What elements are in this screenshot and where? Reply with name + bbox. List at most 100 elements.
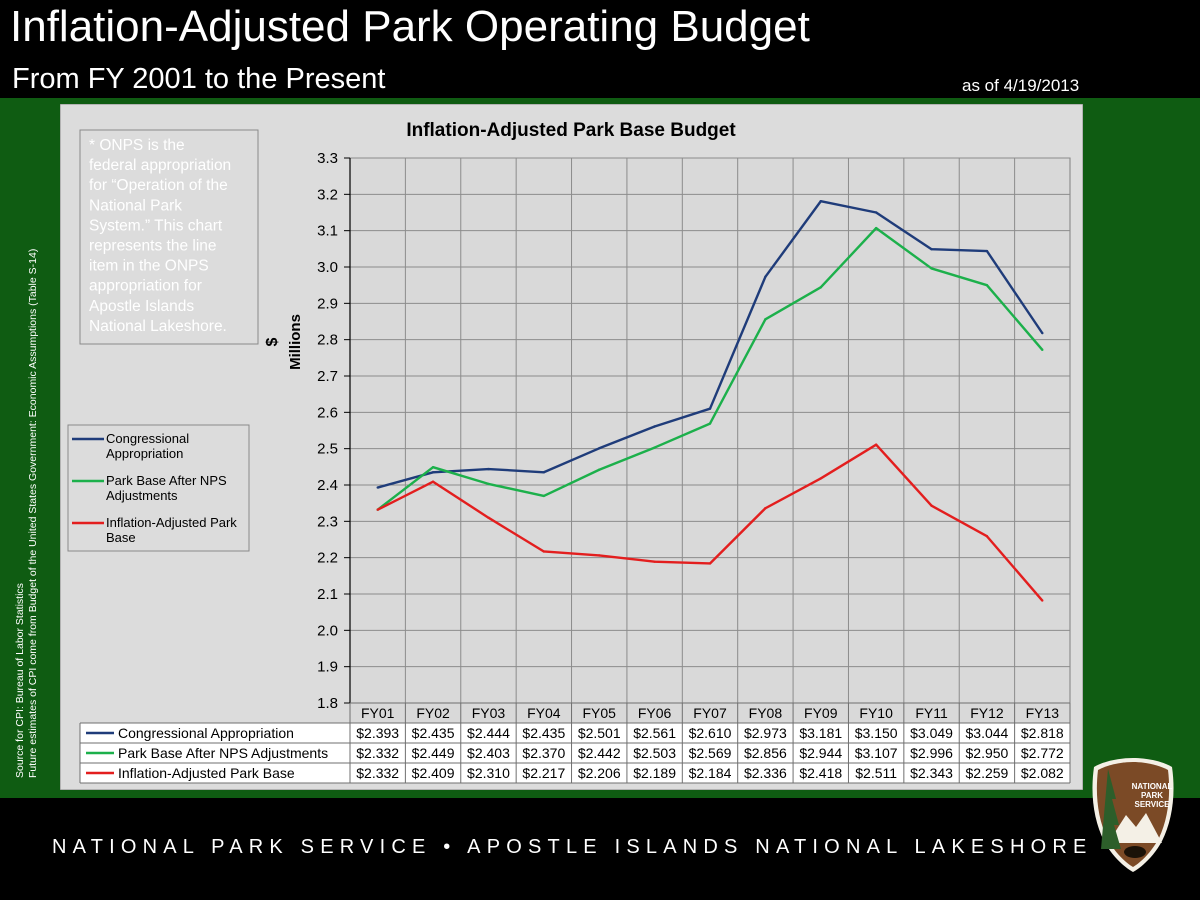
- data-point: [930, 267, 933, 270]
- data-point: [874, 211, 878, 214]
- table-cell: $2.996: [910, 745, 953, 761]
- table-cell: $2.950: [966, 745, 1009, 761]
- y-tick-label: 2.7: [317, 368, 338, 385]
- data-point: [819, 477, 822, 480]
- table-cell: $3.049: [910, 725, 953, 741]
- y-tick-label: 3.1: [317, 223, 338, 240]
- tree-icon: [1101, 769, 1121, 849]
- x-tick-label: FY06: [638, 705, 672, 721]
- legend-label: Base: [106, 530, 136, 545]
- table-cell: $2.310: [467, 765, 510, 781]
- data-point: [874, 226, 878, 230]
- table-cell: $2.772: [1021, 745, 1064, 761]
- chart-title: Inflation-Adjusted Park Base Budget: [406, 120, 736, 141]
- data-point: [542, 550, 546, 553]
- page-title: Inflation-Adjusted Park Operating Budget: [10, 2, 810, 51]
- data-point: [1041, 348, 1044, 352]
- x-tick-label: FY03: [472, 705, 506, 721]
- x-tick-label: FY10: [859, 705, 893, 721]
- legend-label: Appropriation: [106, 446, 183, 461]
- y-tick-label: 3.2: [317, 186, 338, 203]
- data-point: [653, 425, 656, 428]
- chart: Inflation-Adjusted Park Base Budget * ON…: [60, 104, 1083, 790]
- table-body-bg: [80, 723, 1070, 783]
- data-point: [598, 554, 601, 557]
- data-point: [1041, 599, 1044, 602]
- table-cell: $3.150: [855, 725, 898, 741]
- y-tick-label: 2.5: [317, 441, 338, 458]
- note-line: item in the ONPS: [89, 258, 209, 275]
- x-tick-label: FY13: [1026, 705, 1060, 721]
- x-tick-label: FY04: [527, 705, 561, 721]
- note-line: National Lakeshore.: [89, 318, 227, 335]
- data-point: [431, 465, 435, 469]
- table-cell: $2.569: [689, 745, 732, 761]
- data-point: [985, 249, 989, 253]
- y-tick-label: 1.8: [317, 695, 338, 712]
- table-cell: $3.107: [855, 745, 898, 761]
- onps-note: * ONPS is the federal appropriation for “O…: [79, 129, 259, 345]
- table-cell: $2.418: [799, 765, 842, 781]
- table-cell: $2.973: [744, 725, 787, 741]
- table-cell: $2.393: [356, 725, 399, 741]
- legend-label: Inflation-Adjusted Park: [106, 515, 237, 530]
- table-series-name: Inflation-Adjusted Park Base: [118, 765, 295, 781]
- x-tick-label: FY12: [970, 705, 1004, 721]
- table-cell: $3.181: [799, 725, 842, 741]
- x-tick-label: FY09: [804, 705, 838, 721]
- data-point: [487, 467, 490, 471]
- mountain-icon: [1108, 813, 1162, 843]
- logo-text-line: NATIONAL: [1132, 782, 1173, 791]
- data-point: [653, 446, 656, 449]
- data-point: [598, 468, 601, 471]
- table-cell: $2.449: [412, 745, 455, 761]
- table-cell: $2.259: [966, 765, 1009, 781]
- bison-icon: [1124, 846, 1146, 858]
- y-tick-label: 2.9: [317, 295, 338, 312]
- source-note: Source for CPI: Bureau of Labor Statisti…: [14, 138, 39, 778]
- table-series-name: Park Base After NPS Adjustments: [118, 745, 328, 761]
- data-point: [985, 283, 989, 287]
- table-cell: $2.856: [744, 745, 787, 761]
- table-cell: $2.189: [633, 765, 676, 781]
- x-tick-label: FY02: [416, 705, 450, 721]
- table-cell: $2.403: [467, 745, 510, 761]
- as-of-date: as of 4/19/2013: [962, 76, 1080, 95]
- table-cell: $2.217: [522, 765, 565, 781]
- x-tick-label: FY11: [915, 705, 948, 721]
- onps-note-box: [79, 129, 259, 345]
- footer-agency: NATIONAL PARK SERVICE: [52, 836, 432, 858]
- data-point: [930, 247, 933, 251]
- footer-separator: •: [443, 836, 457, 858]
- table-cell: $2.435: [522, 725, 565, 741]
- table-cell: $2.332: [356, 745, 399, 761]
- y-tick-label: 1.9: [317, 659, 338, 676]
- data-point: [376, 508, 379, 511]
- data-point: [598, 447, 601, 450]
- note-line: for “Operation of the: [89, 177, 228, 194]
- table-header-bg: [350, 703, 1070, 723]
- y-tick-label: 3.3: [317, 150, 338, 167]
- table-cell: $2.184: [689, 765, 732, 781]
- note-line: System.” This chart: [89, 217, 223, 234]
- table-cell: $2.561: [633, 725, 676, 741]
- data-point: [819, 200, 822, 203]
- y-axis-title: $ Millions: [264, 314, 304, 370]
- header-bar: Inflation-Adjusted Park Operating Budget…: [0, 0, 1200, 98]
- data-point: [487, 516, 490, 519]
- x-tick-label: FY01: [361, 705, 395, 721]
- table-cell: $2.503: [633, 745, 676, 761]
- data-point: [708, 562, 712, 565]
- note-line: represents the line: [89, 238, 217, 255]
- data-point: [431, 471, 435, 474]
- table-cell: $2.343: [910, 765, 953, 781]
- table-cell: $2.501: [578, 725, 621, 741]
- y-tick-label: 2.3: [317, 513, 338, 530]
- table-cell: $2.442: [578, 745, 621, 761]
- data-point: [985, 535, 989, 538]
- data-point: [764, 275, 767, 279]
- footer-text: NATIONAL PARK SERVICE • APOSTLE ISLANDS …: [52, 836, 1093, 859]
- table-cell: $2.444: [467, 725, 510, 741]
- note-line: National Park: [89, 197, 182, 214]
